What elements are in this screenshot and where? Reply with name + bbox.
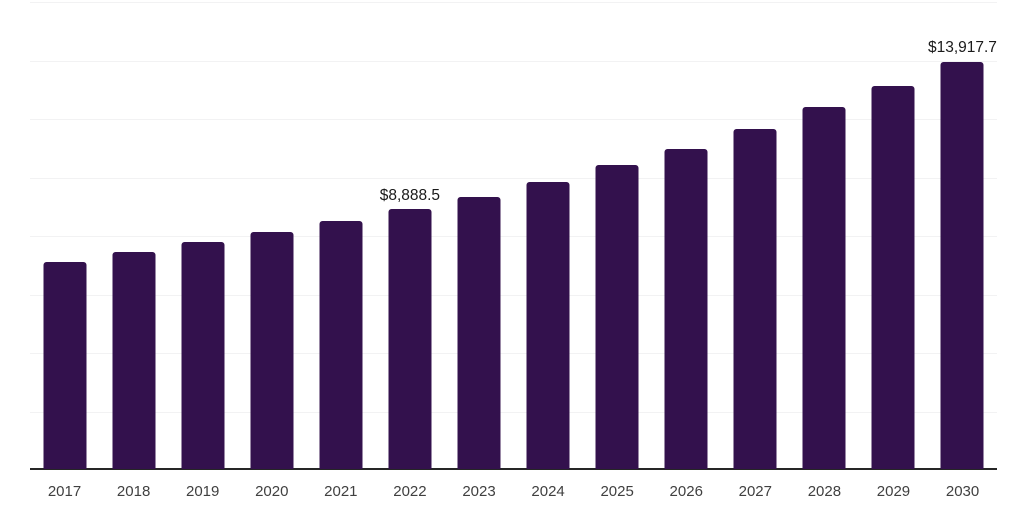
bar-2028	[802, 107, 846, 469]
gridline-6000	[30, 294, 997, 296]
bar-2025	[595, 165, 639, 469]
bar-2021	[319, 220, 363, 469]
bar-2022	[388, 209, 432, 469]
gridline-12000	[30, 119, 997, 120]
gridline-4000	[30, 353, 997, 354]
x-tick-2026: 2026	[669, 482, 703, 500]
x-tick-2020: 2020	[255, 482, 289, 500]
x-tick-2027: 2027	[738, 482, 772, 500]
data-label-2022: $8,888.5	[379, 186, 441, 204]
x-tick-2017: 2017	[47, 482, 82, 500]
x-axis-tick-labels: 2017 2018 2019 2020 2021 2022 2023 2024 2025 2026…	[30, 470, 997, 512]
gridline-16000	[30, 2, 997, 3]
x-tick-2025: 2025	[600, 482, 634, 500]
bar-2018	[112, 251, 156, 469]
bar-2019	[181, 242, 225, 469]
x-tick-2019: 2019	[186, 482, 220, 500]
bar-2024	[526, 182, 570, 469]
bar-2030	[940, 61, 984, 469]
x-tick-2029: 2029	[876, 482, 911, 500]
x-tick-2023: 2023	[462, 482, 496, 500]
bar-2020	[250, 232, 294, 469]
bar-2023	[457, 197, 501, 469]
x-tick-2021: 2021	[324, 482, 358, 500]
x-tick-2018: 2018	[116, 482, 151, 500]
data-label-2030: $13,917.7	[927, 39, 997, 57]
x-tick-2024: 2024	[531, 482, 565, 500]
x-tick-2022: 2022	[393, 482, 427, 500]
gridline-14000	[30, 60, 997, 62]
gridline-8000	[30, 236, 997, 237]
gridline-10000	[30, 177, 997, 179]
bar-2026	[664, 149, 708, 469]
bar-2027	[733, 128, 777, 469]
bar-2017	[43, 261, 87, 469]
bar-2029	[871, 85, 915, 469]
plot-area: $8,888.5 $13,917.7	[30, 0, 997, 470]
gridline-2000	[30, 411, 997, 413]
x-axis-line	[30, 468, 997, 470]
x-tick-2028: 2028	[807, 482, 842, 500]
x-tick-2030: 2030	[945, 482, 980, 500]
